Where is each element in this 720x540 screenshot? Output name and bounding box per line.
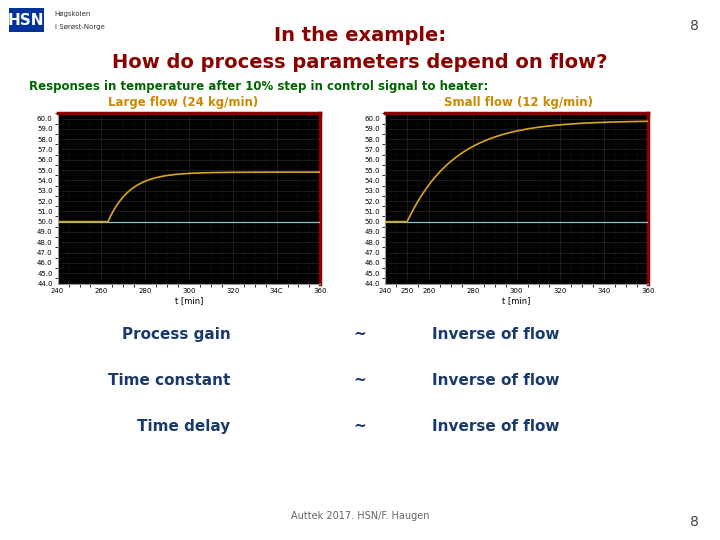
Text: Process gain: Process gain	[122, 327, 230, 342]
Text: i Sørøst-Norge: i Sørøst-Norge	[55, 24, 104, 30]
Text: Auttek 2017. HSN/F. Haugen: Auttek 2017. HSN/F. Haugen	[291, 511, 429, 521]
Text: ~: ~	[354, 327, 366, 342]
Text: In the example:: In the example:	[274, 25, 446, 45]
Text: Time delay: Time delay	[137, 419, 230, 434]
X-axis label: t [min]: t [min]	[503, 296, 531, 305]
Text: HSN: HSN	[8, 13, 45, 28]
Text: Inverse of flow: Inverse of flow	[432, 419, 559, 434]
Text: Small flow (12 kg/min): Small flow (12 kg/min)	[444, 96, 593, 109]
Bar	[58, 113, 320, 284]
X-axis label: t [min]: t [min]	[175, 296, 203, 305]
Bar	[385, 113, 648, 284]
Text: ~: ~	[354, 373, 366, 388]
Text: Responses in temperature after 10% step in control signal to heater:: Responses in temperature after 10% step …	[29, 80, 488, 93]
Text: Large flow (24 kg/min): Large flow (24 kg/min)	[109, 96, 258, 109]
Text: Inverse of flow: Inverse of flow	[432, 327, 559, 342]
Text: ~: ~	[354, 419, 366, 434]
Text: 8: 8	[690, 19, 698, 33]
Text: How do process parameters depend on flow?: How do process parameters depend on flow…	[112, 52, 608, 72]
Text: Høgskolen: Høgskolen	[55, 11, 91, 17]
Text: Time constant: Time constant	[108, 373, 230, 388]
Text: 8: 8	[690, 515, 698, 529]
FancyBboxPatch shape	[9, 8, 44, 32]
Text: Inverse of flow: Inverse of flow	[432, 373, 559, 388]
